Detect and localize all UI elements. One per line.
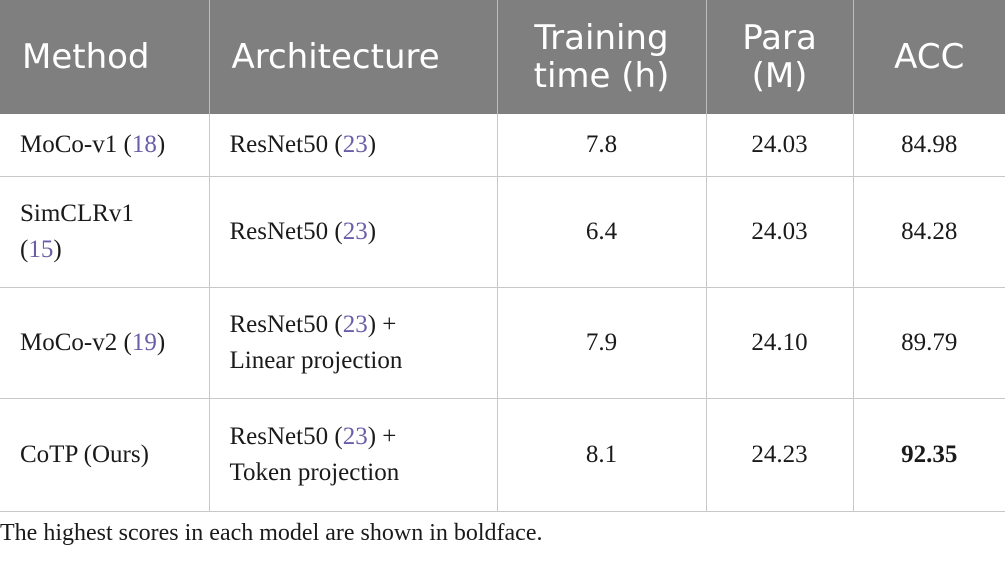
- acc-cell: 84.28: [853, 176, 1005, 288]
- method-cell: SimCLRv1 (15): [0, 176, 210, 288]
- citation-link[interactable]: 23: [342, 218, 368, 245]
- header-acc: ACC: [853, 0, 1005, 114]
- table-row: MoCo-v2 (19) ResNet50 (23) + Linear proje…: [0, 287, 1005, 399]
- table-row: SimCLRv1 (15) ResNet50 (23) 6.4 24.03 84.…: [0, 176, 1005, 288]
- results-table: Method Architecture Training time (h) Par…: [0, 0, 1005, 512]
- header-row: Method Architecture Training time (h) Par…: [0, 0, 1005, 114]
- architecture-cell: ResNet50 (23) + Token projection: [209, 398, 498, 512]
- method-cell: MoCo-v1 (18): [0, 114, 210, 177]
- citation-link[interactable]: 23: [342, 131, 368, 158]
- architecture-cell: ResNet50 (23): [209, 176, 498, 288]
- method-cell: CoTP (Ours): [0, 398, 210, 512]
- acc-cell-best: 92.35: [853, 398, 1005, 512]
- method-cell: MoCo-v2 (19): [0, 287, 210, 399]
- table-row: CoTP (Ours) ResNet50 (23) + Token project…: [0, 398, 1005, 512]
- architecture-cell: ResNet50 (23) + Linear projection: [209, 287, 498, 399]
- architecture-cell: ResNet50 (23): [209, 114, 498, 177]
- training-time-cell: 6.4: [497, 176, 707, 288]
- citation-link[interactable]: 15: [28, 236, 54, 263]
- para-cell: 24.03: [706, 114, 854, 177]
- para-cell: 24.03: [706, 176, 854, 288]
- header-architecture: Architecture: [209, 0, 498, 114]
- citation-link[interactable]: 23: [342, 423, 368, 450]
- training-time-cell: 7.9: [497, 287, 707, 399]
- header-training-time: Training time (h): [497, 0, 707, 114]
- para-cell: 24.23: [706, 398, 854, 512]
- acc-cell: 89.79: [853, 287, 1005, 399]
- acc-cell: 84.98: [853, 114, 1005, 177]
- header-method: Method: [0, 0, 210, 114]
- training-time-cell: 8.1: [497, 398, 707, 512]
- training-time-cell: 7.8: [497, 114, 707, 177]
- citation-link[interactable]: 19: [131, 329, 157, 356]
- table-row: MoCo-v1 (18) ResNet50 (23) 7.8 24.03 84.…: [0, 114, 1005, 177]
- citation-link[interactable]: 23: [342, 311, 368, 338]
- para-cell: 24.10: [706, 287, 854, 399]
- header-para: Para (M): [706, 0, 854, 114]
- table-footnote: The highest scores in each model are sho…: [0, 520, 543, 546]
- citation-link[interactable]: 18: [131, 131, 157, 158]
